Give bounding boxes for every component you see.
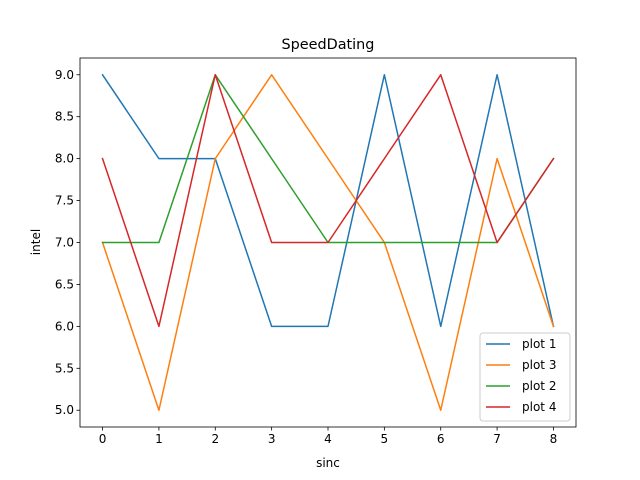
y-tick-label: 7.0 [55, 236, 74, 250]
x-tick-label: 5 [381, 432, 389, 446]
x-tick-label: 4 [324, 432, 332, 446]
y-tick-label: 5.5 [55, 361, 74, 375]
y-tick-label: 8.5 [55, 110, 74, 124]
y-axis-label: intel [29, 229, 43, 255]
legend-label: plot 2 [522, 379, 556, 393]
x-tick-label: 8 [550, 432, 558, 446]
y-tick-label: 6.5 [55, 277, 74, 291]
x-tick-label: 1 [155, 432, 163, 446]
plot-lines [101, 73, 555, 411]
series-line-1 [101, 73, 555, 328]
x-tick-label: 3 [268, 432, 276, 446]
x-tick-label: 0 [99, 432, 107, 446]
x-axis: 0 1 2 3 4 5 6 7 8 [99, 427, 558, 446]
x-tick-label: 6 [437, 432, 445, 446]
legend-label: plot 3 [522, 358, 556, 372]
y-axis: 5.0 5.5 6.0 6.5 7.0 7.5 8.0 8.5 9.0 [55, 68, 80, 417]
y-tick-label: 5.0 [55, 403, 74, 417]
legend: plot 1 plot 3 plot 2 plot 4 [479, 332, 571, 422]
y-tick-label: 8.0 [55, 152, 74, 166]
y-tick-label: 9.0 [55, 68, 74, 82]
legend-label: plot 4 [522, 400, 556, 414]
y-tick-label: 7.5 [55, 194, 74, 208]
legend-label: plot 1 [522, 337, 556, 351]
x-axis-label: sinc [316, 456, 340, 470]
chart-title: SpeedDating [282, 37, 375, 53]
legend-box [479, 332, 571, 422]
x-tick-label: 7 [493, 432, 501, 446]
series-line-4 [101, 74, 555, 328]
x-tick-label: 2 [211, 432, 219, 446]
y-tick-label: 6.0 [55, 319, 74, 333]
